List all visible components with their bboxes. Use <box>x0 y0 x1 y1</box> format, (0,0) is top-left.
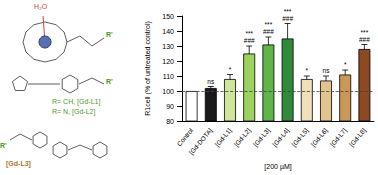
svg-text:R= CH, [Gd-L1]: R= CH, [Gd-L1] <box>52 98 100 106</box>
svg-text:***: *** <box>284 8 292 15</box>
svg-text:R= N, [Gd-L2]: R= N, [Gd-L2] <box>52 108 95 116</box>
svg-text:###: ### <box>359 36 370 43</box>
svg-text:[Gd-L8]: [Gd-L8] <box>348 127 368 149</box>
svg-text:*: * <box>306 67 309 74</box>
svg-text:100: 100 <box>162 88 174 95</box>
svg-text:130: 130 <box>162 43 174 50</box>
svg-text:[Gd-L7]: [Gd-L7] <box>329 127 349 149</box>
svg-text:ns: ns <box>323 67 331 74</box>
svg-text:*: * <box>229 66 232 73</box>
svg-text:120: 120 <box>162 58 174 65</box>
svg-text:[Gd-L4]: [Gd-L4] <box>271 127 291 149</box>
svg-text:[200 µM]: [200 µM] <box>264 163 291 171</box>
svg-text:R1cell (% of untreated control: R1cell (% of untreated control) <box>144 21 152 116</box>
svg-text:80: 80 <box>166 118 174 125</box>
svg-text:150: 150 <box>162 13 174 20</box>
svg-text:[Gd-L2]: [Gd-L2] <box>233 127 253 149</box>
svg-text:H₂O: H₂O <box>34 3 48 10</box>
svg-text:[Gd-L1]: [Gd-L1] <box>213 127 233 149</box>
svg-text:###: ### <box>282 15 293 22</box>
svg-text:[Gd-L5]: [Gd-L5] <box>290 127 310 149</box>
svg-text:[Gd-DOTA]: [Gd-DOTA] <box>188 127 215 157</box>
svg-text:110: 110 <box>163 73 174 80</box>
svg-text:###: ### <box>244 37 255 44</box>
svg-text:Control: Control <box>175 126 194 147</box>
svg-text:***: *** <box>265 21 273 28</box>
svg-text:90: 90 <box>166 103 174 110</box>
svg-text:R': R' <box>106 31 113 38</box>
svg-text:***: *** <box>245 30 253 37</box>
svg-text:*: * <box>344 61 347 68</box>
svg-text:R': R' <box>106 78 113 85</box>
svg-text:[Gd-L3]: [Gd-L3] <box>252 127 272 149</box>
svg-text:[Gd-L3]: [Gd-L3] <box>6 160 31 168</box>
svg-text:###: ### <box>263 28 274 35</box>
svg-text:ns: ns <box>207 78 215 85</box>
svg-text:R': R' <box>0 142 7 149</box>
svg-text:***: *** <box>361 29 369 36</box>
svg-text:[Gd-L6]: [Gd-L6] <box>309 127 329 149</box>
svg-text:140: 140 <box>162 28 174 35</box>
